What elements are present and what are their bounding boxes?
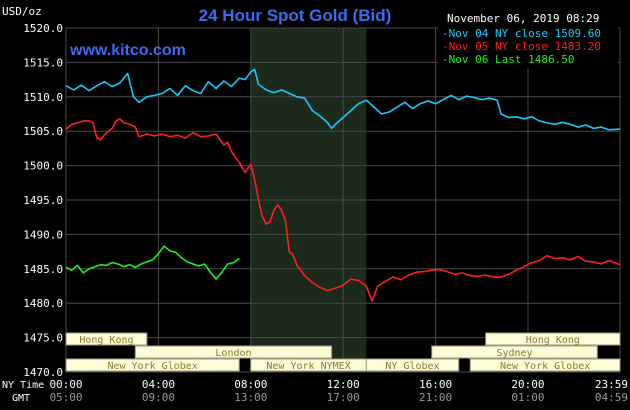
session-label: New York Globex — [107, 361, 197, 372]
date-time-stamp: November 06, 2019 08:29 — [447, 12, 599, 25]
plot-border — [65, 27, 621, 373]
market-session-boxes: Hong Kong Hong Kong London Sydney New York G… — [65, 332, 621, 372]
y-tick-label: 1515.0 — [23, 56, 63, 69]
session-label: Hong Kong — [526, 335, 580, 346]
gmt-row-label: GMT — [12, 393, 30, 404]
x-tick-label-gmt: 09:00 — [142, 391, 175, 404]
series-line-1 — [65, 68, 621, 131]
y-tick-labels: 1470.0 1475.0 1480.0 1485.0 1490.0 1495.0 1500… — [23, 22, 63, 379]
y-tick-label: 1510.0 — [23, 91, 63, 104]
session-label: New York NYMEX — [266, 361, 350, 372]
y-tick-label: 1480.0 — [23, 297, 63, 310]
x-tick-label-gmt: 13:00 — [234, 391, 267, 404]
website-label: www.kitco.com — [69, 42, 186, 59]
series-lines — [65, 68, 621, 302]
x-tick-label-gmt: 17:00 — [327, 391, 360, 404]
y-tick-label: 1485.0 — [23, 263, 63, 276]
grid-lines — [65, 27, 621, 373]
session-box — [469, 358, 621, 372]
session-label: London — [215, 348, 251, 359]
session-box — [365, 358, 460, 372]
x-tick-label-gmt: 01:00 — [511, 391, 544, 404]
ny-time-row-label: NY Time — [2, 380, 44, 391]
y-tick-label: 1505.0 — [23, 125, 63, 138]
y-tick-label: 1520.0 — [23, 22, 63, 35]
session-box — [485, 332, 621, 346]
legend-box — [438, 26, 618, 68]
x-tick-label-ny: 00:00 — [49, 378, 82, 391]
session-label: NY Globex — [385, 361, 439, 372]
session-box — [134, 345, 333, 359]
y-tick-label: 1470.0 — [23, 366, 63, 379]
session-box — [65, 332, 148, 346]
chart-title: 24 Hour Spot Gold (Bid) — [199, 6, 392, 25]
x-tick-label-ny: 16:00 — [419, 378, 452, 391]
legend-entry-1: -Nov 04 NY close 1509.60 — [442, 27, 601, 40]
x-tick-label-ny: 20:00 — [511, 378, 544, 391]
x-tick-label-ny: 08:00 — [234, 378, 267, 391]
legend: -Nov 04 NY close 1509.60-Nov 05 NY close… — [438, 26, 618, 68]
series-line-2 — [65, 118, 621, 302]
series-line-3 — [65, 245, 240, 280]
x-tick-label-gmt: 05:00 — [49, 391, 82, 404]
session-box — [431, 345, 598, 359]
x-tick-label-ny: 04:00 — [142, 378, 175, 391]
session-label: Sydney — [496, 348, 532, 359]
x-tick-label-ny: 23:59 — [595, 378, 628, 391]
session-label: Hong Kong — [79, 335, 133, 346]
x-tick-label-gmt: 21:00 — [419, 391, 452, 404]
x-tick-label-gmt: 04:59 — [595, 391, 628, 404]
y-tick-label: 1475.0 — [23, 332, 63, 345]
y-tick-label: 1500.0 — [23, 160, 63, 173]
y-tick-label: 1490.0 — [23, 228, 63, 241]
y-tick-label: 1495.0 — [23, 194, 63, 207]
y-unit-label: USD/oz — [2, 5, 42, 18]
legend-entry-2: -Nov 05 NY close 1483.20 — [442, 40, 601, 53]
session-label: New York Globex — [500, 361, 590, 372]
legend-entry-3: -Nov 06 Last 1486.50 — [442, 53, 574, 66]
session-box — [65, 358, 240, 372]
x-tick-label-ny: 12:00 — [327, 378, 360, 391]
